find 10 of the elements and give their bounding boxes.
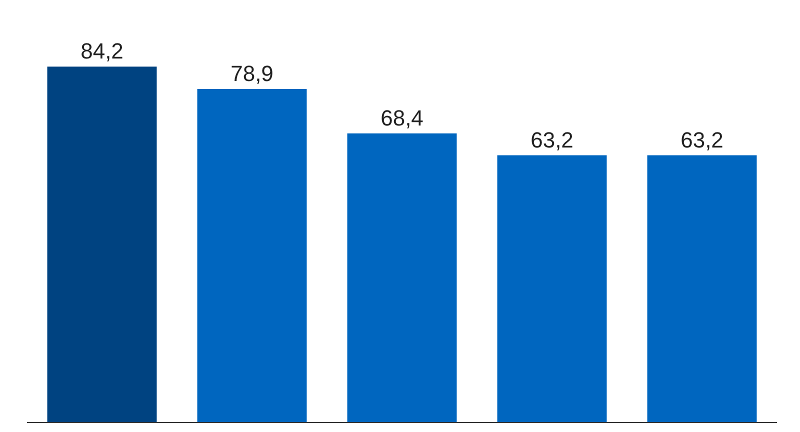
bar bbox=[47, 66, 157, 422]
bar bbox=[647, 155, 757, 422]
data-label: 84,2 bbox=[80, 38, 124, 64]
bar bbox=[497, 155, 607, 422]
bar bbox=[197, 89, 307, 422]
bar bbox=[347, 133, 457, 422]
data-label: 63,2 bbox=[680, 127, 724, 152]
data-label: 63,2 bbox=[530, 127, 574, 152]
data-label: 68,4 bbox=[380, 105, 424, 130]
data-label: 78,9 bbox=[230, 61, 274, 86]
